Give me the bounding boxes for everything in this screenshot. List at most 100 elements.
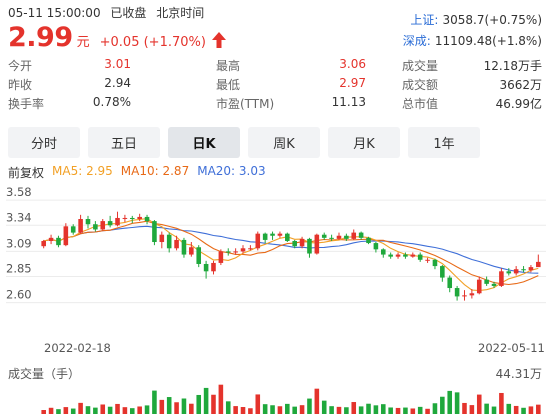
- market-status: 已收盘: [110, 6, 147, 20]
- candle[interactable]: [270, 231, 275, 240]
- index-row-sz[interactable]: 深成: 11109.48(+1.8%): [403, 31, 542, 52]
- volume-bar: [225, 401, 231, 414]
- candle[interactable]: [122, 214, 128, 223]
- candle[interactable]: [63, 223, 69, 247]
- candle[interactable]: [417, 252, 423, 262]
- candle[interactable]: [314, 233, 320, 255]
- stat-pe: 市盈(TTM) 11.13: [216, 95, 366, 112]
- candle[interactable]: [425, 257, 430, 263]
- candle[interactable]: [388, 252, 393, 259]
- quote-header: 05-11 15:00:00 已收盘 北京时间: [8, 4, 204, 21]
- candle[interactable]: [262, 232, 268, 244]
- candle[interactable]: [329, 234, 334, 241]
- candle[interactable]: [344, 233, 349, 241]
- candle[interactable]: [78, 214, 83, 234]
- candle-body: [159, 234, 165, 243]
- candle[interactable]: [351, 229, 357, 240]
- volume-bar: [189, 403, 194, 414]
- candle[interactable]: [181, 237, 187, 258]
- volume-bar: [292, 406, 297, 414]
- candle[interactable]: [521, 266, 526, 273]
- candle[interactable]: [233, 248, 238, 255]
- volume-bar: [528, 406, 534, 414]
- candle[interactable]: [506, 268, 512, 276]
- candle[interactable]: [129, 215, 135, 224]
- candle[interactable]: [85, 215, 91, 229]
- candle[interactable]: [137, 213, 142, 222]
- tab-daily-k[interactable]: 日K: [168, 127, 240, 158]
- kline-chart[interactable]: 3.58 3.34 3.09 2.85 2.60 2022-02-18 2022-05-…: [0, 180, 550, 417]
- candle[interactable]: [491, 281, 497, 289]
- tab-five-day[interactable]: 五日: [88, 127, 160, 158]
- stat-prev-close: 昨收 2.94: [8, 76, 131, 93]
- candle[interactable]: [159, 231, 165, 249]
- candle[interactable]: [285, 232, 290, 243]
- candle[interactable]: [48, 234, 54, 245]
- candle[interactable]: [211, 260, 216, 275]
- tab-monthly-k[interactable]: 月K: [328, 127, 400, 158]
- candle[interactable]: [166, 232, 172, 253]
- candle[interactable]: [248, 245, 253, 251]
- adjust-mode[interactable]: 前复权: [8, 166, 45, 180]
- candle[interactable]: [292, 239, 297, 249]
- candle[interactable]: [336, 232, 342, 240]
- candle[interactable]: [93, 221, 98, 232]
- volume-bar: [454, 392, 460, 414]
- candle[interactable]: [218, 249, 224, 266]
- candle[interactable]: [240, 245, 246, 254]
- candle[interactable]: [174, 235, 179, 251]
- candle[interactable]: [373, 242, 379, 253]
- candle-body: [262, 233, 268, 240]
- candle[interactable]: [513, 266, 519, 276]
- candle[interactable]: [454, 285, 460, 301]
- candle-body: [344, 235, 349, 239]
- tab-one-year[interactable]: 1年: [408, 127, 480, 158]
- candle[interactable]: [299, 236, 305, 249]
- candle-body: [225, 251, 231, 253]
- volume-bar: [521, 407, 526, 414]
- candle[interactable]: [255, 231, 261, 251]
- candle[interactable]: [100, 219, 106, 231]
- candle[interactable]: [462, 290, 467, 301]
- candle[interactable]: [144, 214, 150, 225]
- candle[interactable]: [410, 252, 416, 258]
- candle[interactable]: [395, 252, 401, 259]
- candle[interactable]: [225, 248, 231, 256]
- stat-key: 成交额: [402, 78, 439, 92]
- candle[interactable]: [440, 265, 445, 282]
- candle[interactable]: [447, 275, 453, 293]
- candle-body: [122, 217, 128, 219]
- candle[interactable]: [366, 236, 371, 245]
- candle[interactable]: [380, 248, 386, 258]
- candle[interactable]: [536, 254, 541, 268]
- candle[interactable]: [189, 242, 194, 257]
- candle[interactable]: [307, 237, 312, 258]
- stat-value: 2.94: [104, 76, 131, 90]
- candle[interactable]: [476, 276, 482, 295]
- tab-weekly-k[interactable]: 周K: [248, 127, 320, 158]
- candle[interactable]: [469, 289, 475, 299]
- stat-key: 总市值: [402, 97, 439, 111]
- volume-bar: [233, 406, 238, 414]
- stat-volume: 成交量 12.18万手: [402, 57, 542, 74]
- candle[interactable]: [528, 265, 534, 273]
- candle[interactable]: [277, 231, 283, 238]
- candle-body: [513, 269, 519, 274]
- candle[interactable]: [499, 268, 504, 287]
- index-row-sh[interactable]: 上证: 3058.7(+0.75%): [403, 10, 542, 31]
- candle[interactable]: [321, 232, 327, 240]
- candle[interactable]: [432, 258, 438, 270]
- candle[interactable]: [115, 211, 120, 227]
- x-tick-label: 2022-02-18: [44, 341, 111, 355]
- candle[interactable]: [196, 245, 202, 268]
- candle[interactable]: [107, 215, 113, 228]
- candle[interactable]: [70, 224, 76, 235]
- candle[interactable]: [203, 260, 209, 279]
- candle[interactable]: [56, 235, 61, 248]
- candle[interactable]: [152, 220, 157, 246]
- candle[interactable]: [484, 276, 489, 286]
- candle[interactable]: [41, 239, 46, 249]
- candle[interactable]: [403, 252, 408, 259]
- candle[interactable]: [358, 231, 364, 240]
- tab-intraday[interactable]: 分时: [8, 127, 80, 158]
